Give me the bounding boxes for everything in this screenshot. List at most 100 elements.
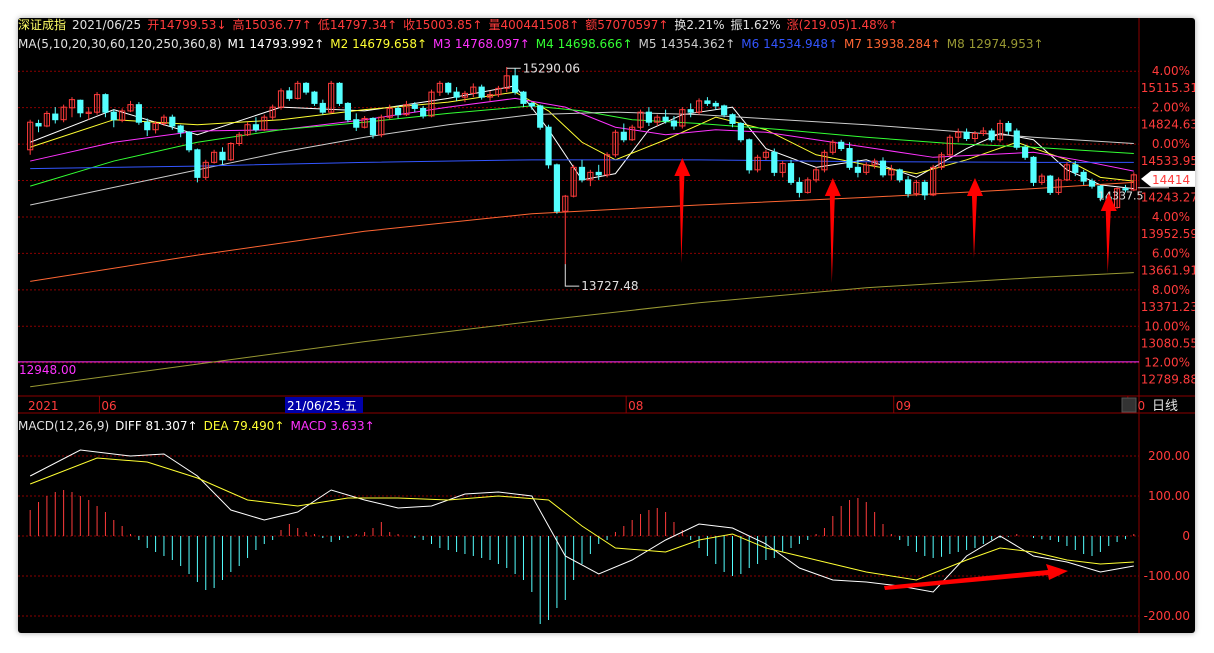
- ma-item-6: M7 13938.284↑: [844, 37, 941, 51]
- candle-body: [35, 122, 42, 127]
- candle: [344, 102, 351, 123]
- candle-body: [144, 121, 151, 131]
- candle-body: [160, 116, 168, 124]
- candle-body: [988, 130, 995, 141]
- candle: [445, 82, 452, 95]
- price-tick-label: 14824.63: [1141, 118, 1195, 132]
- candle: [294, 80, 301, 100]
- candle: [921, 179, 928, 200]
- candle: [938, 152, 945, 170]
- red-up-arrow: [966, 178, 983, 258]
- candle: [185, 130, 193, 153]
- candle: [746, 138, 753, 174]
- ma-item-4: M5 14354.362↑: [638, 37, 736, 51]
- candle: [403, 100, 410, 116]
- candle-body: [1047, 175, 1054, 193]
- candle: [160, 114, 168, 126]
- candle: [737, 122, 744, 143]
- candle-body: [721, 105, 728, 116]
- candle-body: [369, 117, 377, 136]
- candle: [1080, 169, 1087, 185]
- candle: [670, 115, 678, 130]
- candle: [729, 113, 736, 128]
- candle-body: [603, 154, 611, 176]
- candle-body: [838, 141, 845, 150]
- quote-field-4: 量400441508↑: [488, 18, 580, 32]
- candle: [60, 104, 67, 123]
- candle: [369, 117, 377, 139]
- candle-body: [60, 106, 67, 121]
- candle-body: [202, 161, 209, 178]
- candle-body: [344, 102, 351, 121]
- candle-body: [1005, 122, 1012, 132]
- low-marker-line: [564, 264, 580, 287]
- stock-chart[interactable]: 4.00% 15115.31 2.00% 14824.63 0.00% 14533.95 2…: [18, 18, 1195, 633]
- current-price-tag-label: 14414: [1152, 173, 1190, 187]
- candle-body: [854, 166, 862, 173]
- macd-legend-title: MACD(12,26,9): [18, 419, 110, 433]
- candle-body: [1063, 164, 1071, 181]
- macd-tick-label: 200.00: [1148, 449, 1190, 463]
- candle-body: [787, 163, 795, 183]
- candle-body: [1038, 175, 1045, 183]
- candle-body: [269, 106, 276, 118]
- time-label-month: 06: [101, 399, 116, 413]
- candle-body: [68, 99, 76, 109]
- candle-body: [829, 141, 836, 153]
- candle: [470, 83, 477, 98]
- candle-body: [328, 82, 335, 113]
- candle-body: [863, 164, 870, 173]
- candle: [637, 109, 644, 130]
- candle-body: [737, 122, 744, 141]
- candle-body: [938, 154, 945, 168]
- candle-body: [679, 109, 686, 127]
- candle: [486, 90, 494, 101]
- candle-body: [378, 116, 385, 136]
- candle-body: [244, 124, 251, 136]
- candle-body: [27, 121, 34, 151]
- candle: [386, 104, 393, 120]
- percent-tick-label: 0.00%: [1152, 137, 1190, 151]
- candle: [211, 149, 218, 164]
- candle-body: [185, 131, 193, 151]
- macd-tick-label: -200.00: [1144, 609, 1190, 623]
- ma-item-0: M1 14793.992↑: [227, 37, 325, 51]
- candle: [1088, 178, 1096, 189]
- candle: [1013, 128, 1020, 150]
- candle-body: [813, 169, 820, 181]
- candle-body: [152, 122, 159, 131]
- candle: [436, 80, 443, 96]
- candle-body: [110, 111, 117, 121]
- candle-body: [386, 107, 393, 118]
- candle-body: [704, 100, 711, 104]
- quote-field-6: 换2.21%: [674, 18, 725, 32]
- candle: [461, 90, 469, 103]
- candle-body: [804, 179, 811, 193]
- quote-field-8: 涨(219.05)1.48%↑: [786, 18, 899, 32]
- price-tick-label: 13952.59: [1141, 227, 1195, 241]
- period-button[interactable]: 日线: [1152, 399, 1178, 414]
- candle-body: [687, 109, 694, 113]
- quote-field-2: 低14797.34↑: [317, 18, 398, 32]
- candle-body: [821, 151, 828, 171]
- candle: [821, 149, 828, 173]
- candle-body: [888, 169, 895, 176]
- candle-body: [729, 114, 736, 124]
- candle: [896, 168, 903, 183]
- candle-body: [1114, 188, 1121, 208]
- candle-body: [595, 171, 602, 176]
- candle: [1072, 161, 1079, 177]
- candle-body: [302, 82, 310, 93]
- price-tick-label: 14533.95: [1141, 154, 1195, 168]
- candle: [1122, 184, 1129, 193]
- candle: [127, 100, 134, 113]
- candle: [587, 169, 594, 187]
- candle-body: [135, 104, 142, 123]
- candle: [971, 130, 979, 143]
- candle: [93, 92, 101, 115]
- candle-body: [896, 169, 903, 181]
- price-info-bar: 深证成指 2021/06/25 开14799.53↓ 高15036.77↑ 低14797…: [18, 18, 910, 32]
- candle: [428, 89, 435, 118]
- candle: [68, 97, 76, 118]
- quote-fields: 开14799.53↓ 高15036.77↑ 低14797.34↑ 收15003.85↑…: [147, 18, 904, 32]
